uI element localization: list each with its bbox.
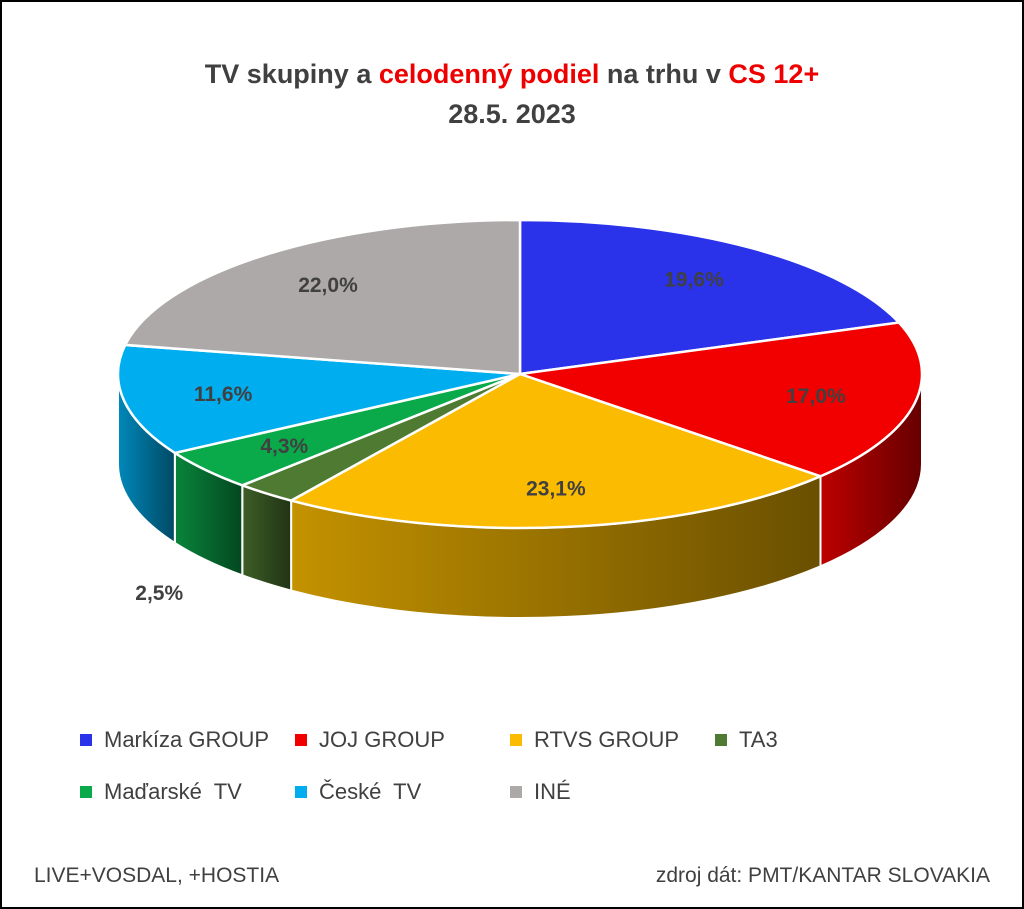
- slice-7: [123, 218, 522, 376]
- legend-label: Markíza GROUP: [104, 727, 270, 752]
- legend-item-3: RTVS GROUP: [504, 727, 709, 753]
- legend-item-2: JOJ GROUP: [289, 727, 504, 753]
- title-part-2: celodenný podiel: [378, 59, 600, 89]
- legend-swatch: [295, 734, 307, 746]
- legend-label: RTVS GROUP: [534, 727, 680, 752]
- title-part-3: na trhu v: [599, 59, 729, 89]
- slice-6: [116, 343, 522, 455]
- data-label-3: 23,1%: [526, 478, 586, 501]
- pie-top: [116, 218, 924, 530]
- slice-1: [518, 218, 901, 376]
- legend-item-7: INÉ: [504, 779, 709, 805]
- slice-3: [289, 372, 822, 530]
- legend-swatch: [510, 734, 522, 746]
- data-label-4: 2,5%: [135, 582, 183, 605]
- legend-swatch: [80, 734, 92, 746]
- legend-label: Maďarské TV: [104, 779, 242, 804]
- legend-swatch: [510, 786, 522, 798]
- chart-legend: Markíza GROUP JOJ GROUP RTVS GROUP TA3 Maďar…: [74, 727, 834, 805]
- title-part-1: TV skupiny a: [204, 59, 379, 89]
- legend-swatch: [80, 786, 92, 798]
- footer-note: LIVE+VOSDAL, +HOSTIA: [34, 864, 280, 887]
- title-line: TV skupiny a celodenný podiel na trhu v …: [2, 54, 1022, 94]
- legend-item-5: Maďarské TV: [74, 779, 289, 805]
- legend-label: TA3: [739, 727, 778, 752]
- title-part-4: CS 12+: [728, 59, 820, 89]
- legend-label: JOJ GROUP: [319, 727, 445, 752]
- legend-swatch: [295, 786, 307, 798]
- legend-item-4: TA3: [709, 727, 829, 753]
- data-label-6: 11,6%: [194, 383, 253, 406]
- pie-chart: 19,6% 17,0% 23,1% 2,5% 4,3% 11,6% 22,0%: [116, 218, 924, 619]
- legend-item-1: Markíza GROUP: [74, 727, 289, 753]
- slice-2: [518, 321, 924, 478]
- data-label-2: 17,0%: [786, 385, 846, 408]
- data-label-7: 22,0%: [298, 274, 358, 297]
- data-label-5: 4,3%: [260, 435, 308, 458]
- slice-side-4: [241, 483, 293, 592]
- chart-title: TV skupiny a celodenný podiel na trhu v …: [2, 54, 1022, 134]
- data-labels: 19,6% 17,0% 23,1% 2,5% 4,3% 11,6% 22,0%: [135, 269, 846, 605]
- legend-item-6: České TV: [289, 779, 504, 805]
- legend-label: INÉ: [534, 779, 571, 804]
- data-label-1: 19,6%: [664, 269, 724, 292]
- legend-swatch: [715, 734, 727, 746]
- data-source: zdroj dát: PMT/KANTAR SLOVAKIA: [655, 864, 990, 887]
- legend-label: České TV: [319, 779, 422, 804]
- chart-subtitle: 28.5. 2023: [448, 99, 576, 129]
